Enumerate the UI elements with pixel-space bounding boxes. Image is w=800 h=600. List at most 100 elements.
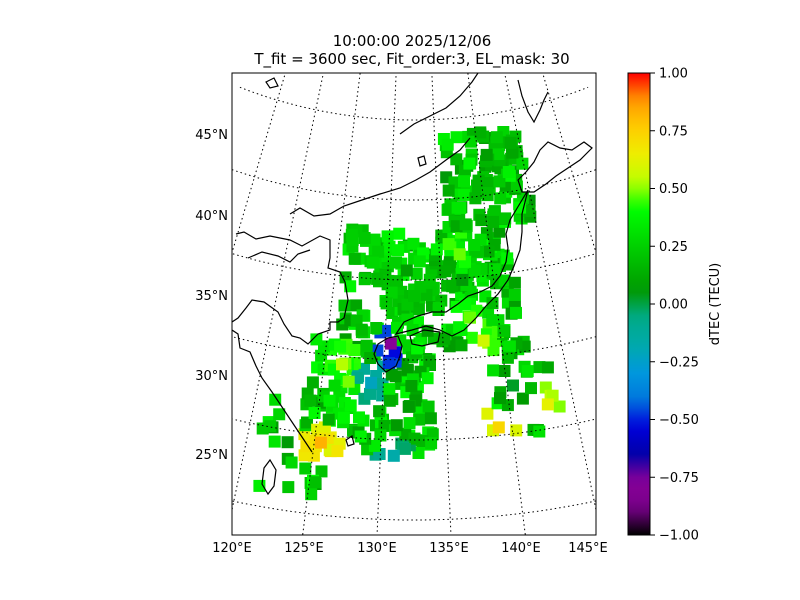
dtec-cell bbox=[383, 394, 396, 407]
dtec-cell bbox=[385, 286, 398, 299]
coast-small-island-1 bbox=[417, 155, 427, 167]
map-frame bbox=[231, 72, 597, 536]
dtec-cell bbox=[469, 192, 482, 205]
lat-label-30: 30°N bbox=[195, 369, 228, 384]
dtec-cell bbox=[516, 157, 529, 170]
dtec-cell bbox=[405, 380, 418, 392]
dtec-cell bbox=[533, 425, 546, 438]
dtec-cell bbox=[468, 239, 481, 251]
lat-label-40: 40°N bbox=[195, 209, 228, 224]
colorbar-ticks: 1.00 0.75 0.50 0.25 0.00 −0.25 −0.50 −0.75 −1.00 bbox=[650, 67, 699, 544]
dtec-cell bbox=[403, 417, 416, 430]
dtec-cell bbox=[370, 322, 383, 334]
parallel-line bbox=[232, 253, 596, 281]
dtec-cell bbox=[502, 166, 515, 178]
dtec-cell bbox=[450, 220, 463, 233]
dtec-cell bbox=[493, 175, 506, 188]
dtec-cell bbox=[442, 238, 455, 251]
dtec-cell bbox=[477, 334, 490, 347]
coast-okinawa bbox=[345, 435, 355, 447]
lon-label-145: 145°E bbox=[568, 541, 608, 556]
colorbar-tick-label: −0.50 bbox=[659, 413, 699, 428]
dtec-cell bbox=[390, 256, 402, 269]
parallel-line bbox=[232, 336, 596, 361]
dtec-cell bbox=[336, 358, 348, 371]
dtec-cell bbox=[494, 392, 506, 405]
dtec-cell bbox=[423, 355, 436, 368]
dtec-cell bbox=[305, 488, 318, 501]
dtec-cell bbox=[353, 411, 365, 424]
colorbar-tick-label: 0.50 bbox=[659, 182, 688, 197]
dtec-cell bbox=[307, 449, 320, 462]
dtec-cell bbox=[310, 333, 323, 346]
coast-honshu bbox=[394, 189, 529, 337]
dtec-cell bbox=[521, 365, 534, 378]
coast-taiwan bbox=[261, 458, 277, 496]
dtec-cell bbox=[490, 131, 503, 144]
latitude-tick-labels: 25°N 30°N 35°N 40°N 45°N bbox=[195, 128, 228, 463]
title-line-2: T_fit = 3600 sec, Fit_order:3, EL_mask: … bbox=[253, 50, 569, 69]
dtec-cell bbox=[510, 306, 522, 319]
dtec-cell bbox=[309, 476, 322, 489]
coast-small-island-2 bbox=[265, 77, 279, 89]
dtec-cell bbox=[366, 256, 379, 269]
dtec-cell bbox=[481, 407, 494, 420]
dtec-cell bbox=[516, 392, 529, 405]
dtec-cell bbox=[492, 148, 505, 160]
dtec-cell bbox=[451, 201, 464, 214]
dtec-cell bbox=[383, 383, 396, 396]
dtec-cell bbox=[402, 400, 415, 413]
colorbar-bar bbox=[628, 73, 650, 535]
dtec-cell bbox=[499, 212, 512, 225]
dtec-cell bbox=[468, 264, 481, 277]
dtec-cell bbox=[393, 227, 406, 240]
dtec-cell bbox=[541, 398, 554, 411]
meridian-line bbox=[302, 73, 361, 535]
dtec-cell bbox=[392, 244, 405, 257]
coastlines bbox=[232, 73, 593, 496]
dtec-cell bbox=[368, 233, 381, 246]
dtec-cell bbox=[430, 243, 443, 256]
dtec-cell bbox=[458, 175, 470, 188]
dtec-cell bbox=[342, 375, 355, 388]
coast-russia-south bbox=[289, 137, 471, 217]
dtec-cell bbox=[374, 429, 387, 442]
dtec-cell bbox=[541, 361, 554, 374]
colorbar-label: dTEC (TECU) bbox=[708, 263, 723, 346]
colorbar-tick-label: −0.75 bbox=[659, 471, 699, 486]
coast-shikoku bbox=[409, 329, 441, 347]
lon-label-140: 140°E bbox=[501, 541, 541, 556]
dtec-cell bbox=[337, 411, 350, 424]
dtec-cell bbox=[348, 252, 361, 265]
dtec-cell bbox=[384, 337, 397, 350]
dtec-cell bbox=[264, 420, 277, 433]
dtec-cell bbox=[304, 394, 317, 407]
lon-label-120: 120°E bbox=[212, 541, 252, 556]
dtec-cell bbox=[525, 382, 537, 395]
dtec-cell bbox=[268, 435, 281, 448]
dtec-cell bbox=[314, 436, 327, 449]
dtec-cell bbox=[446, 280, 459, 293]
dtec-cell bbox=[398, 442, 411, 455]
dtec-cell bbox=[401, 313, 414, 326]
dtec-cell bbox=[354, 430, 367, 443]
dtec-cell bbox=[350, 299, 363, 312]
dtec-cell bbox=[322, 413, 335, 426]
dtec-cell bbox=[481, 189, 494, 202]
dtec-cell bbox=[472, 174, 485, 187]
dtec-cell bbox=[413, 255, 426, 268]
parallel-line bbox=[232, 169, 596, 201]
meridian-line bbox=[504, 73, 596, 513]
colorbar-tick-label: 0.25 bbox=[659, 240, 688, 255]
coast-hokkaido bbox=[517, 141, 593, 193]
title-line-1: 10:00:00 2025/12/06 bbox=[333, 32, 492, 50]
dtec-cell bbox=[298, 449, 311, 462]
meridian-line bbox=[431, 73, 452, 535]
dtec-cell bbox=[465, 331, 478, 344]
colorbar-tick-label: −0.25 bbox=[659, 355, 699, 370]
dtec-cell bbox=[442, 184, 455, 197]
dtec-cell bbox=[413, 413, 426, 426]
colorbar: 1.00 0.75 0.50 0.25 0.00 −0.25 −0.50 −0.75 −1.00… bbox=[627, 67, 723, 544]
longitude-tick-labels: 120°E 125°E 130°E 135°E 140°E 145°E bbox=[212, 541, 608, 556]
